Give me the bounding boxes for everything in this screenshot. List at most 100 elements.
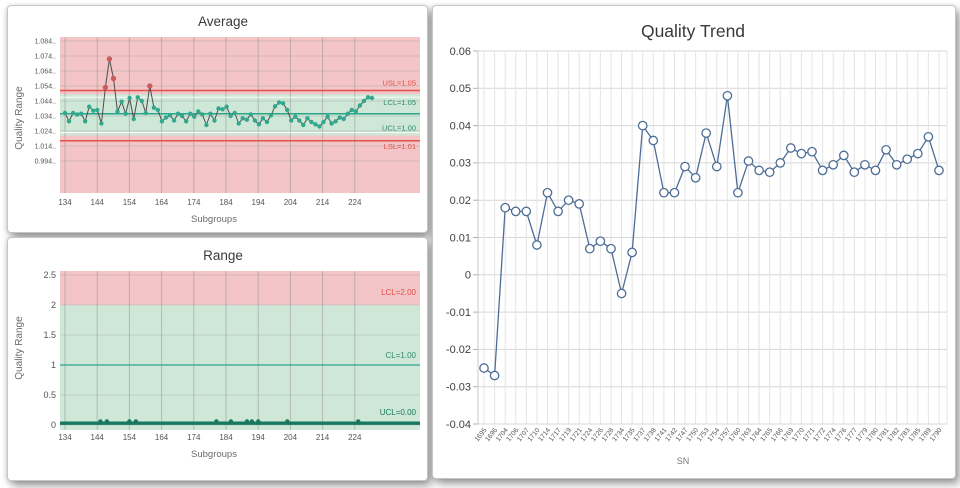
data-point [249,419,255,424]
data-point [95,107,100,113]
data-point [276,100,282,105]
data-point [159,119,165,124]
data-point [192,114,197,119]
limit-label: LCL=2.00 [381,288,416,297]
data-point [637,120,648,131]
data-point [785,143,796,153]
x-tick-label: 1790 [929,427,944,443]
limit-label: USL=1.05 [382,78,416,87]
data-point [309,119,314,125]
data-point [91,108,96,113]
y-tick-label: -0.02 [446,344,471,356]
data-point [722,90,733,101]
data-point [188,111,193,116]
data-point [240,116,245,121]
data-point [167,113,173,118]
data-point [353,109,358,114]
data-point [902,154,913,165]
x-tick-label: 174 [187,433,201,442]
x-tick-label: 214 [316,433,330,442]
data-point [553,206,563,217]
y-tick-label: 1.5 [43,330,56,340]
data-point [325,114,330,119]
range-chart-panel: 2.5 2 1.5 1 0.5 0 134 144 154 164 174 184 194 204 214 2… [7,237,428,481]
quality-trend-panel: 0.06 0.05 0.04 0.03 0.02 0.01 0 -0.01 -0.02 -0.03… [432,5,956,479]
data-point [510,206,521,217]
y-tick-label: 0.01 [450,232,471,244]
data-point [155,107,161,113]
data-point [127,95,132,101]
y-tick-label: 0.5 [43,390,56,400]
data-point [337,115,342,120]
data-point [171,118,177,123]
data-point [521,206,532,217]
data-point [606,243,616,254]
data-point [133,419,139,424]
data-point [264,119,270,125]
data-point [123,111,128,116]
data-point [356,419,361,424]
average-chart: 1.084.. 1.074.. 1.064.. 1.054.. 1.044.. 1.034… [14,14,420,225]
y-tick-label: 1.054.. [35,84,56,91]
data-point [256,122,262,127]
data-point [648,135,659,146]
data-point [248,112,253,117]
data-point [817,165,828,176]
data-point [208,111,213,116]
average-y-axis-title: Quality Range [14,86,25,150]
limit-label: LCL=1.05 [383,98,416,107]
data-point [66,119,72,124]
y-tick-label: 1.064.. [35,69,56,76]
x-tick-label: 164 [155,198,169,207]
data-point [321,119,326,125]
data-point [542,187,553,198]
average-chart-panel: 1.084.. 1.074.. 1.064.. 1.054.. 1.044.. 1.034… [7,5,428,233]
x-tick-label: 174 [187,198,201,207]
data-point [584,243,595,254]
x-tick-label: 144 [91,198,105,207]
data-point [228,113,233,119]
data-point [563,195,574,206]
data-point [305,116,310,121]
trend-chart-title: Quality Trend [641,21,745,41]
data-point [349,107,354,113]
x-tick-label: 184 [219,433,233,442]
data-point [293,114,298,119]
quality-trend-chart: 0.06 0.05 0.04 0.03 0.02 0.01 0 -0.01 -0.02 -0.03… [446,21,948,466]
data-point [179,113,185,119]
data-point [923,131,934,142]
data-point [313,122,318,127]
data-point [690,172,701,183]
x-tick-label: 144 [91,433,105,442]
data-point [870,165,881,176]
data-point [175,111,181,116]
data-point [297,118,302,123]
y-tick-label: 0 [465,270,471,282]
data-point [163,115,169,120]
data-point [244,419,250,424]
data-point [659,187,669,198]
data-point [796,148,807,159]
data-point [317,124,322,129]
data-point [104,419,110,424]
data-point [79,111,84,116]
limit-label: LSL=1.01 [384,142,416,151]
data-point [74,112,80,117]
y-tick-label: 0.05 [450,83,471,95]
data-point [733,187,743,198]
range-chart-title: Range [203,248,243,263]
data-point [500,202,511,213]
out-of-control-point [147,83,153,89]
data-point [764,167,775,178]
data-point [83,119,88,124]
trend-series-line [483,95,940,377]
y-tick-label: 1 [51,360,56,370]
limit-label: UCL=0.00 [380,408,417,417]
data-point [285,419,290,424]
average-chart-title: Average [198,14,248,29]
data-point [70,110,76,116]
y-tick-label: -0.04 [446,419,471,431]
